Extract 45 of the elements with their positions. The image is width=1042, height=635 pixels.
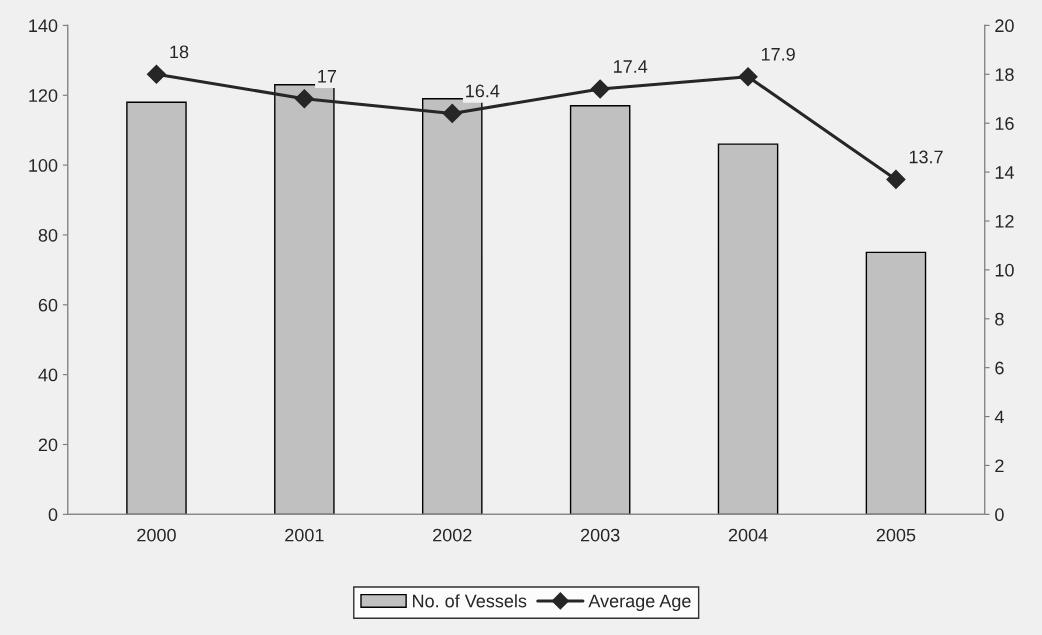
x-tick-label: 2000 (137, 528, 176, 542)
y-tick-label: 100 (29, 159, 58, 172)
point (886, 169, 906, 189)
x-tick-label: 2004 (728, 528, 768, 542)
y-tick-label: 80 (38, 228, 58, 242)
data-label: 13.7 (909, 150, 943, 164)
y2-tick-label: 12 (995, 214, 1014, 228)
bar (274, 84, 335, 515)
x-tick-label: 2002 (433, 528, 472, 542)
y2-tick-label: 8 (995, 312, 1004, 326)
data-label: 17 (318, 70, 337, 83)
y2-tick-label: 16 (995, 117, 1014, 130)
y2-tick-label: 20 (995, 19, 1014, 33)
point (294, 89, 314, 109)
y-tick-label: 60 (38, 298, 58, 312)
x-tick-label: 2005 (876, 528, 916, 542)
y2-tick-label: 4 (994, 410, 1004, 424)
y2-tick-label: 10 (995, 263, 1014, 277)
point (442, 103, 462, 123)
y-tick-label: 0 (48, 508, 58, 522)
point (738, 67, 758, 87)
bar (717, 143, 779, 515)
data-label: 17.4 (614, 60, 648, 73)
legend-label: No. of Vessels (413, 594, 527, 608)
bar (569, 105, 631, 515)
y-tick-label: 140 (29, 19, 58, 33)
x-tick-label: 2001 (285, 528, 324, 542)
y2-tick-label: 14 (995, 166, 1014, 179)
bar (865, 251, 927, 515)
x-tick-label: 2003 (580, 528, 620, 542)
point (146, 64, 167, 84)
data-label: 16.4 (466, 84, 500, 98)
point (590, 79, 610, 99)
legend-label: Average Age (588, 594, 691, 611)
data-label: 17.9 (761, 47, 795, 61)
y-tick-label: 20 (38, 438, 58, 452)
y-tick-label: 120 (29, 89, 58, 102)
y2-tick-label: 18 (995, 68, 1014, 82)
y-tick-label: 40 (38, 368, 58, 382)
y2-tick-label: 0 (995, 508, 1004, 522)
bar (126, 101, 187, 515)
y2-tick-label: 2 (995, 459, 1004, 472)
bar (421, 98, 483, 515)
y2-tick-label: 6 (995, 361, 1004, 375)
data-label: 18 (170, 45, 189, 59)
